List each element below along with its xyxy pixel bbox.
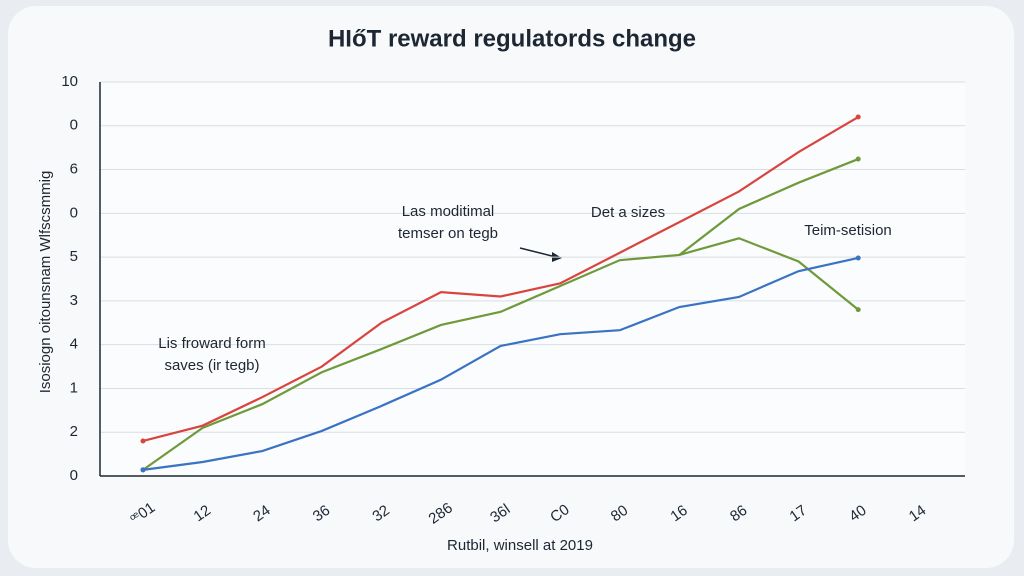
y-tick-label: 0: [70, 204, 78, 221]
x-tick-label: 36l: [487, 501, 513, 526]
y-tick-label: 0: [70, 117, 78, 134]
y-tick-label: 1: [70, 379, 78, 396]
y-tick-label: 2: [70, 423, 78, 440]
x-tick-label: C0: [547, 501, 572, 526]
x-tick-label: ꟹ01: [127, 499, 158, 528]
series-point: [140, 467, 146, 473]
y-tick-label: 10: [61, 73, 78, 90]
x-tick-label: 32: [369, 502, 392, 525]
x-axis-label: Rutbil, winsell at 2019: [447, 537, 593, 554]
x-tick-label: 80: [608, 502, 631, 525]
x-tick-label: 24: [250, 502, 273, 525]
y-tick-label: 6: [70, 161, 78, 178]
series-line: [679, 237, 859, 311]
x-tick-label: 286: [426, 499, 456, 527]
y-axis-label: Isosiogn oitounsnam Wlfscsmmig: [37, 171, 54, 394]
x-tick-label: 12: [191, 502, 214, 525]
annotation: saves (ir tegb): [164, 357, 259, 374]
series-point: [855, 156, 861, 162]
series-line: [142, 116, 859, 443]
series-line: [142, 256, 859, 471]
x-tick-label: 40: [846, 502, 869, 525]
annotation: Lis froward form: [158, 335, 266, 352]
y-tick-label: 0: [70, 467, 78, 484]
annotation: Las moditimal: [402, 203, 495, 220]
y-tick-label: 3: [70, 292, 78, 309]
y-tick-label: 5: [70, 248, 78, 265]
series-point: [140, 438, 146, 444]
x-tick-label: 17: [787, 502, 810, 525]
x-tick-label: 86: [727, 502, 750, 525]
annotation: temser on tegb: [398, 225, 498, 242]
x-tick-label: 36: [310, 502, 333, 525]
series-point: [855, 307, 861, 313]
chart-title: HIőT reward regulatords change: [328, 25, 696, 52]
series-line: [142, 158, 859, 471]
annotation: Det a sizes: [591, 204, 665, 221]
x-tick-label: 14: [906, 502, 929, 525]
y-tick-label: 4: [70, 336, 78, 353]
x-tick-label: 16: [667, 502, 690, 525]
annotation: Teim-setision: [804, 222, 892, 239]
series-point: [855, 255, 861, 261]
series-point: [855, 114, 861, 120]
